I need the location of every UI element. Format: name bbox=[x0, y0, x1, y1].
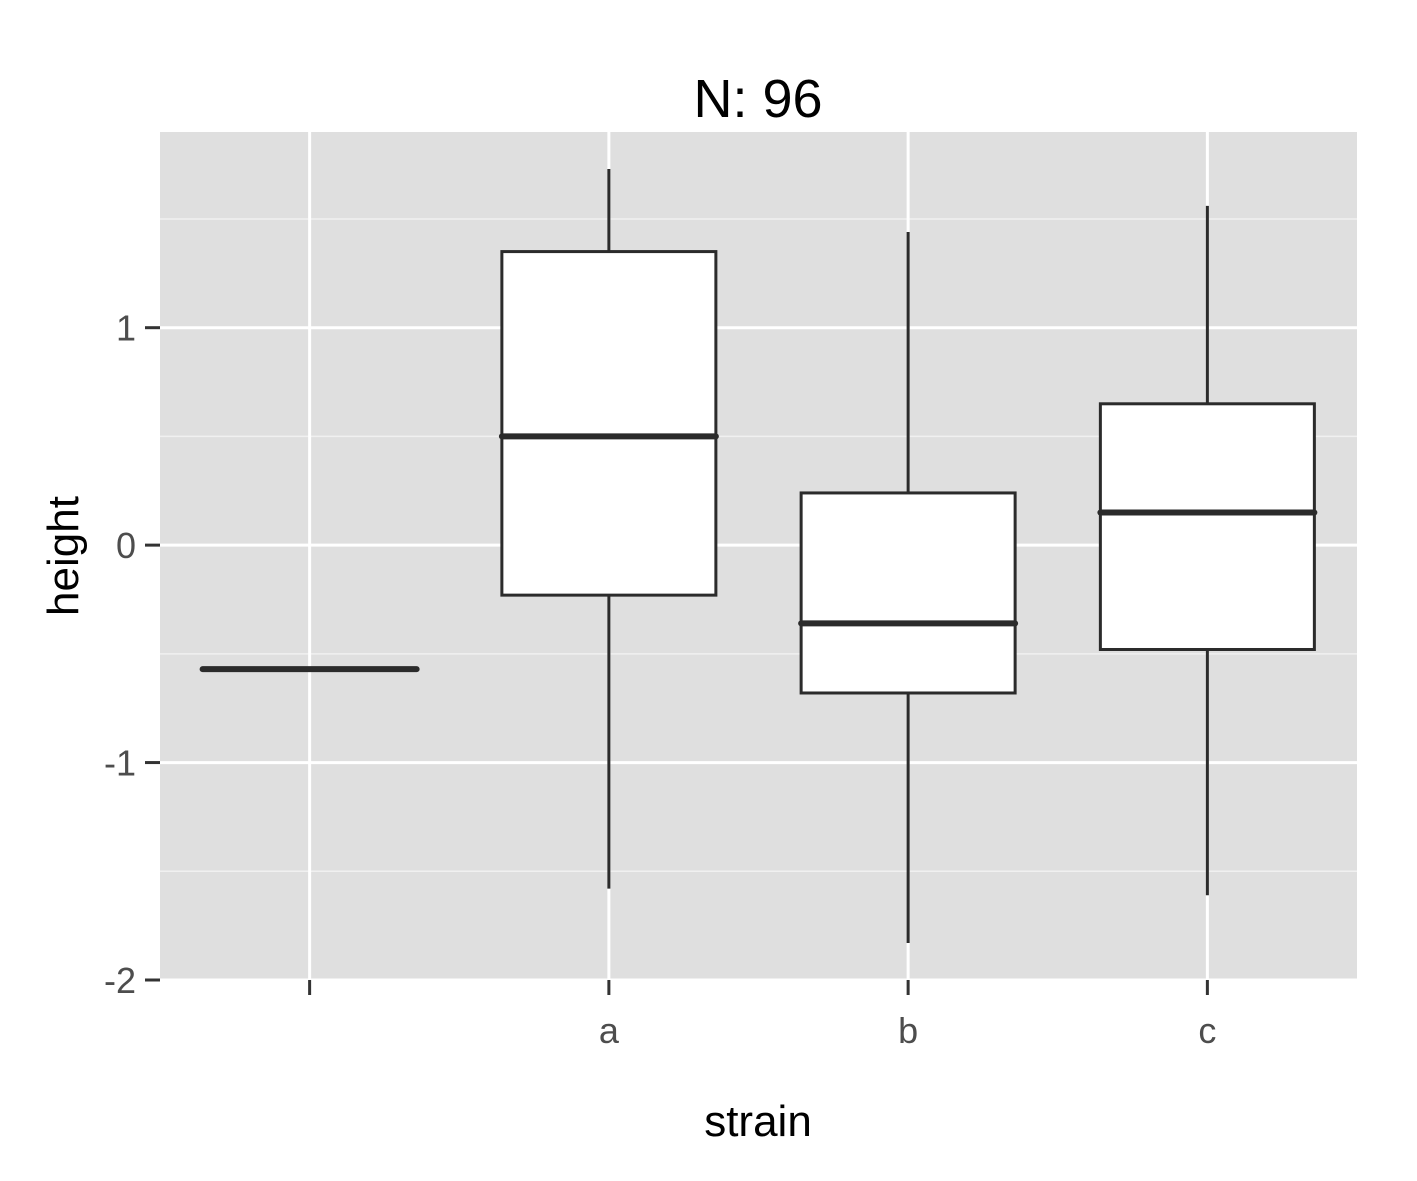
y-tick-label: 0 bbox=[116, 525, 136, 566]
y-tick-label: 1 bbox=[116, 308, 136, 349]
x-tick-label: b bbox=[898, 1010, 918, 1051]
x-tick-label: a bbox=[599, 1010, 620, 1051]
boxes bbox=[199, 168, 1318, 944]
x-axis-title: strain bbox=[704, 1097, 812, 1146]
x-axis: a b c bbox=[308, 980, 1216, 1051]
y-axis-title: height bbox=[39, 496, 88, 616]
box-a bbox=[498, 168, 719, 889]
y-tick-label: -1 bbox=[104, 743, 136, 784]
box-b bbox=[798, 232, 1019, 944]
y-axis: 1 0 -1 -2 bbox=[104, 308, 160, 1001]
box-iqr bbox=[799, 491, 1017, 695]
x-tick-label: c bbox=[1198, 1010, 1216, 1051]
box-c bbox=[1097, 205, 1318, 896]
box-iqr bbox=[500, 250, 718, 597]
chart-title: N: 96 bbox=[693, 69, 822, 129]
box-iqr bbox=[1098, 402, 1316, 651]
y-tick-label: -2 bbox=[104, 960, 136, 1001]
